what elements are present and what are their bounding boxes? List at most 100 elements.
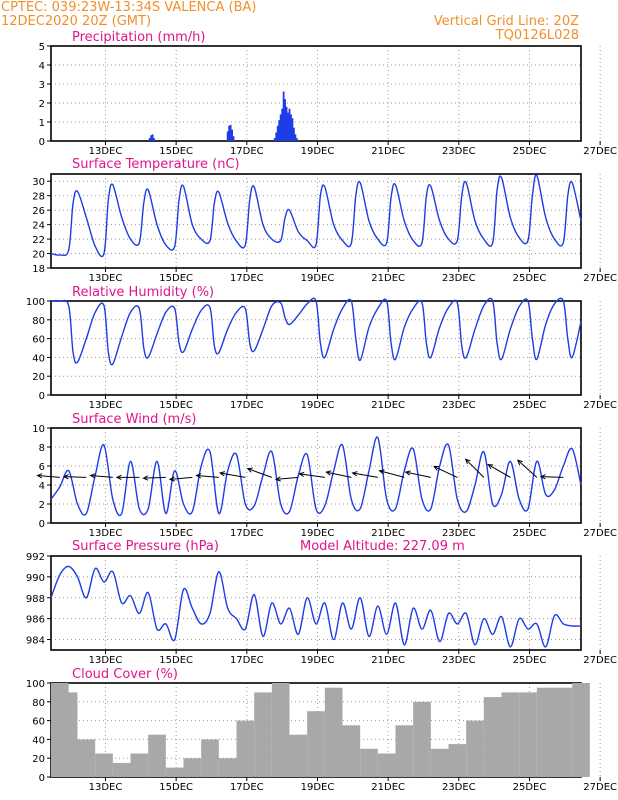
header-grid-note: Vertical Grid Line: 20Z xyxy=(434,14,579,29)
y-tick-label: 984 xyxy=(26,636,45,647)
precip-bar xyxy=(287,112,289,141)
x-tick-label: 15DEC xyxy=(159,273,193,284)
precip-bar xyxy=(297,140,300,141)
y-tick-label: 80 xyxy=(32,316,45,327)
precip-bar xyxy=(284,99,286,141)
x-tick-label: 13DEC xyxy=(89,655,123,666)
wind-arrow-head xyxy=(218,471,226,477)
cloud-bar xyxy=(165,767,184,777)
y-tick-label: 5 xyxy=(39,42,45,53)
precip-bar xyxy=(231,129,233,141)
precip-bar xyxy=(226,131,229,141)
y-tick-label: 18 xyxy=(32,264,45,275)
y-tick-label: 8 xyxy=(39,443,45,454)
cloud-bar xyxy=(572,683,590,777)
precip-bar xyxy=(228,125,231,141)
panel-title: Surface Temperature (nC) xyxy=(72,157,240,172)
x-tick-label: 21DEC xyxy=(371,400,405,411)
series-line xyxy=(50,297,582,366)
x-tick-label: 19DEC xyxy=(301,273,335,284)
wind-arrow-head xyxy=(274,476,281,482)
precip-bar xyxy=(278,120,281,141)
precip-bar xyxy=(279,114,282,141)
cloud-bar xyxy=(95,753,113,777)
wind-arrow-head xyxy=(325,470,332,476)
x-tick-label: 15DEC xyxy=(159,400,193,411)
precip-bar xyxy=(276,125,279,141)
cloud-bar xyxy=(307,711,325,777)
x-tick-label: 27DEC xyxy=(583,782,617,793)
cloud-bar xyxy=(536,687,555,777)
precip-bar xyxy=(153,138,155,141)
y-tick-label: 0 xyxy=(39,773,45,784)
x-tick-label: 23DEC xyxy=(442,782,476,793)
y-tick-label: 988 xyxy=(26,594,45,605)
cloud-bar xyxy=(112,762,131,777)
wind-arrow-head xyxy=(378,469,385,475)
y-tick-label: 4 xyxy=(39,481,45,492)
cloud-bar xyxy=(430,748,449,777)
cloud-bar xyxy=(360,748,378,777)
precip-bar xyxy=(229,124,232,141)
cloud-bar xyxy=(148,734,166,777)
y-tick-label: 22 xyxy=(32,235,45,246)
panel-cloud-cover: Cloud Cover (%) 0 20 40 60 80 100 13DEC 15DEC 17… xyxy=(26,667,617,793)
x-tick-label: 25DEC xyxy=(513,400,547,411)
y-tick-label: 40 xyxy=(32,353,45,364)
wind-arrow-shaft xyxy=(143,476,166,479)
wind-arrow-shaft xyxy=(196,474,219,478)
cloud-bar xyxy=(377,753,396,777)
wind-arrow-head xyxy=(351,471,358,477)
cloud-bar xyxy=(289,734,308,777)
panel-relative-humidity: Relative Humidity (%) 0 20 40 60 80 100 13DEC 1… xyxy=(26,285,617,411)
x-tick-label: 25DEC xyxy=(513,782,547,793)
precip-bar xyxy=(275,132,278,141)
wind-arrow-head xyxy=(539,474,546,480)
x-tick-label: 13DEC xyxy=(89,400,123,411)
cloud-bar xyxy=(483,697,502,777)
panel-title: Surface Wind (m/s) xyxy=(72,412,196,427)
wind-arrow-shaft xyxy=(63,476,87,478)
y-tick-label: 0 xyxy=(39,391,45,402)
y-tick-label: 20 xyxy=(32,250,45,261)
panel-frame xyxy=(50,427,582,524)
x-tick-label: 19DEC xyxy=(301,146,335,157)
precip-bar xyxy=(293,127,295,141)
x-tick-label: 17DEC xyxy=(230,782,264,793)
precip-bar xyxy=(291,118,294,141)
x-tick-label: 19DEC xyxy=(301,400,335,411)
wind-arrow-head xyxy=(36,473,43,479)
panel-title: Surface Pressure (hPa) xyxy=(72,539,219,554)
x-tick-label: 21DEC xyxy=(371,655,405,666)
wind-arrow-head xyxy=(404,470,411,476)
x-tick-label: 27DEC xyxy=(583,400,617,411)
panel-title: Precipitation (mm/h) xyxy=(72,30,205,45)
wind-arrow-shaft xyxy=(352,472,378,478)
cloud-bar xyxy=(254,692,272,777)
wind-arrow-shaft xyxy=(90,474,113,478)
wind-arrow-head xyxy=(298,471,305,478)
panel-frame xyxy=(50,300,582,396)
x-tick-label: 13DEC xyxy=(89,146,123,157)
x-tick-label: 27DEC xyxy=(583,528,617,539)
header-date: 12DEC2020 20Z (GMT) xyxy=(1,14,151,29)
wind-arrow-shaft xyxy=(540,476,564,478)
y-tick-label: 992 xyxy=(26,552,45,563)
precip-bar xyxy=(273,138,276,141)
y-tick-label: 60 xyxy=(32,335,45,346)
x-tick-label: 21DEC xyxy=(371,146,405,157)
y-tick-label: 100 xyxy=(26,297,45,308)
wind-arrow-head xyxy=(516,459,523,466)
x-tick-label: 23DEC xyxy=(442,400,476,411)
wind-arrow-shaft xyxy=(275,476,299,480)
x-tick-label: 17DEC xyxy=(230,655,264,666)
precip-bar xyxy=(281,108,284,141)
y-tick-label: 26 xyxy=(32,206,45,217)
x-tick-label: 13DEC xyxy=(89,273,123,284)
x-tick-label: 23DEC xyxy=(442,146,476,157)
cloud-bar xyxy=(554,687,573,777)
y-tick-label: 80 xyxy=(32,698,45,709)
x-tick-label: 25DEC xyxy=(513,528,547,539)
precip-bar xyxy=(288,108,291,141)
